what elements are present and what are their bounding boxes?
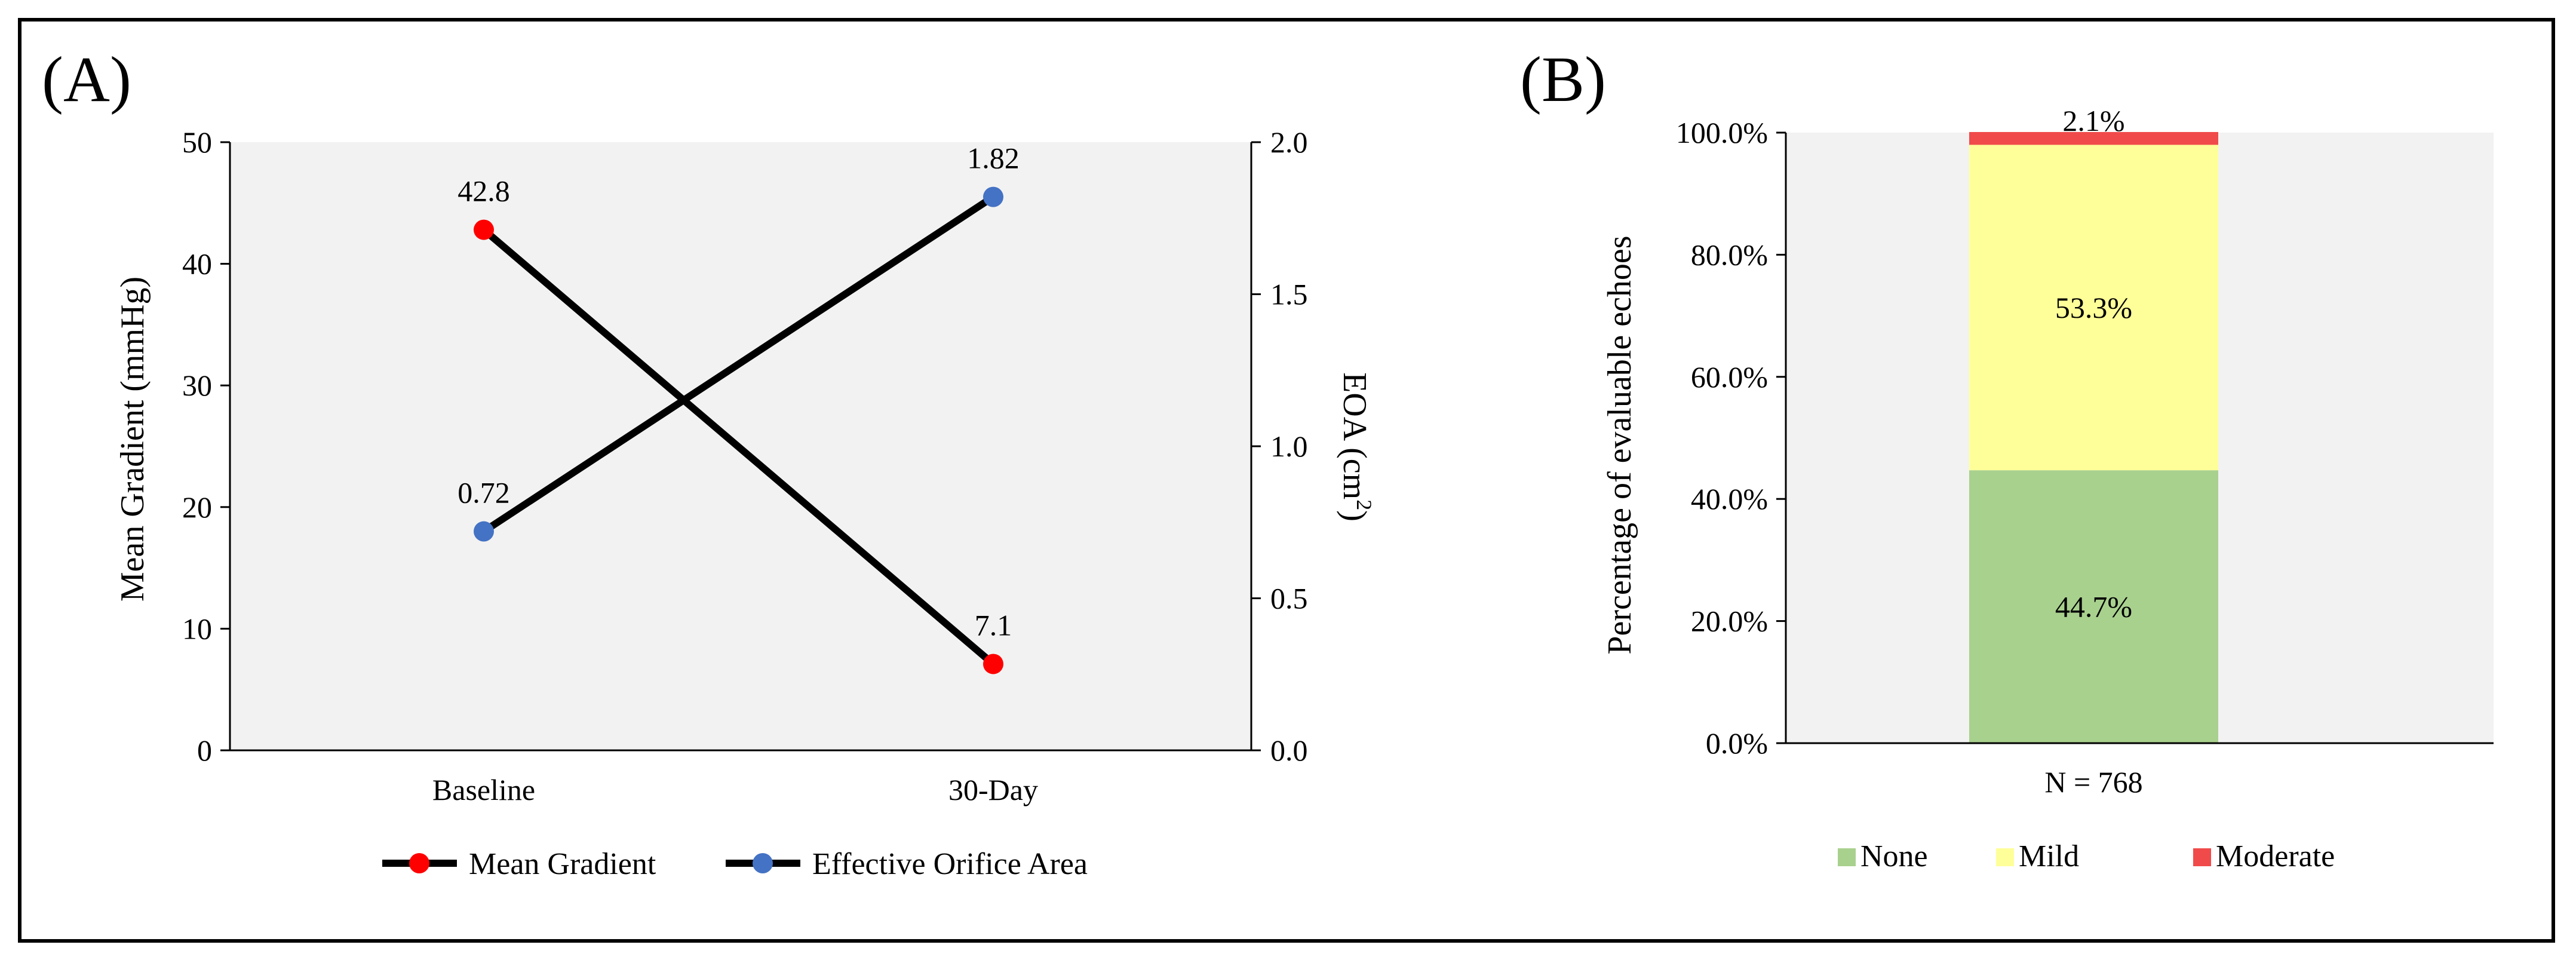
chart-a-y-tick-label: 20 bbox=[182, 490, 212, 524]
chart-a-legend-label: Mean Gradient bbox=[469, 847, 656, 881]
chart-a-y-tick-label: 30 bbox=[182, 369, 212, 402]
chart-a-y2-tick-label: 0.0 bbox=[1270, 734, 1308, 767]
chart-a-series: 42.8 7.1 0.72 1.82 bbox=[458, 142, 1020, 674]
chart-b-legend: None Mild Moderate bbox=[1838, 839, 2335, 873]
chart-a-y-tick-label: 50 bbox=[182, 125, 212, 159]
chart-b-bars: 44.7% 53.3% 2.1% bbox=[1969, 104, 2218, 743]
chart-a-data-label: 42.8 bbox=[458, 174, 510, 208]
chart-b-legend-label: Mild bbox=[2019, 839, 2079, 873]
chart-b: 44.7% 53.3% 2.1% 0.0% 20.0% 40.0% 60.0% 80.0% 1… bbox=[1601, 104, 2494, 873]
chart-a-y2-tick-label: 0.5 bbox=[1270, 582, 1308, 615]
chart-a-data-point bbox=[474, 521, 494, 542]
chart-a-x-tick-label: 30-Day bbox=[948, 773, 1038, 806]
chart-a-y2-axis-label: EOA (cm2) bbox=[1336, 372, 1376, 522]
chart-b-data-label: 2.1% bbox=[2062, 104, 2124, 137]
chart-a-data-point bbox=[983, 654, 1003, 674]
chart-a-y-tick-label: 0 bbox=[197, 734, 212, 767]
chart-a-y2-tick-label: 1.5 bbox=[1270, 278, 1308, 311]
chart-b-x-tick-label: N = 768 bbox=[2044, 765, 2142, 799]
chart-a-data-label: 7.1 bbox=[975, 608, 1012, 642]
chart-b-y-tick-label: 60.0% bbox=[1691, 360, 1768, 394]
chart-a-data-label: 0.72 bbox=[458, 476, 510, 510]
panel-b-label: (B) bbox=[1520, 44, 1606, 115]
chart-a: 0 10 20 30 40 50 0.0 0.5 1.0 1.5 2.0 Baseline 30-Day… bbox=[114, 125, 1376, 881]
chart-a-ticks: 0 10 20 30 40 50 0.0 0.5 1.0 1.5 2.0 Baseline 30-Day bbox=[182, 125, 1308, 806]
chart-a-y-tick-label: 10 bbox=[182, 612, 212, 645]
chart-a-y2-tick-label: 2.0 bbox=[1270, 125, 1308, 159]
chart-a-series-line-eoa bbox=[480, 193, 997, 535]
chart-b-bar-segment-none bbox=[1969, 470, 2218, 743]
chart-a-y2-tick-label: 1.0 bbox=[1270, 430, 1308, 463]
chart-a-data-point bbox=[983, 186, 1003, 207]
chart-b-legend-swatch bbox=[2193, 848, 2211, 866]
chart-b-y-tick-label: 100.0% bbox=[1676, 116, 1768, 149]
chart-b-y-tick-label: 40.0% bbox=[1691, 482, 1768, 516]
chart-a-y-axis-label: Mean Gradient (mmHg) bbox=[114, 277, 151, 602]
chart-b-bar-segment-moderate bbox=[1969, 131, 2218, 145]
chart-a-legend-label: Effective Orifice Area bbox=[812, 847, 1088, 881]
figure-frame bbox=[18, 18, 2555, 943]
chart-a-series-line-mean-gradient bbox=[480, 226, 997, 668]
chart-b-data-label: 53.3% bbox=[2055, 291, 2132, 324]
chart-b-y-axis-label: Percentage of evaluable echoes bbox=[1601, 235, 1638, 654]
chart-a-legend-marker bbox=[409, 853, 429, 873]
chart-b-legend-label: None bbox=[1860, 839, 1928, 873]
chart-a-data-label: 1.82 bbox=[967, 142, 1020, 175]
chart-b-data-label: 44.7% bbox=[2055, 590, 2132, 624]
chart-b-ticks: 0.0% 20.0% 40.0% 60.0% 80.0% 100.0% N = 768 bbox=[1676, 116, 2143, 799]
chart-a-legend-marker bbox=[753, 853, 773, 873]
chart-b-y-tick-label: 80.0% bbox=[1691, 238, 1768, 271]
chart-b-bar-segment-mild bbox=[1969, 145, 2218, 471]
chart-b-legend-swatch bbox=[1838, 848, 1856, 866]
chart-b-y-tick-label: 0.0% bbox=[1706, 726, 1768, 760]
chart-a-data-point bbox=[474, 219, 494, 240]
chart-a-x-tick-label: Baseline bbox=[432, 773, 535, 806]
panel-a-label: (A) bbox=[42, 44, 131, 115]
chart-b-legend-label: Moderate bbox=[2216, 839, 2335, 873]
chart-a-legend: Mean Gradient Effective Orifice Area bbox=[382, 847, 1088, 881]
chart-a-y-tick-label: 40 bbox=[182, 247, 212, 281]
chart-b-legend-swatch bbox=[1996, 848, 2014, 866]
chart-b-axes bbox=[1785, 133, 2494, 744]
chart-b-y-tick-label: 20.0% bbox=[1691, 605, 1768, 638]
